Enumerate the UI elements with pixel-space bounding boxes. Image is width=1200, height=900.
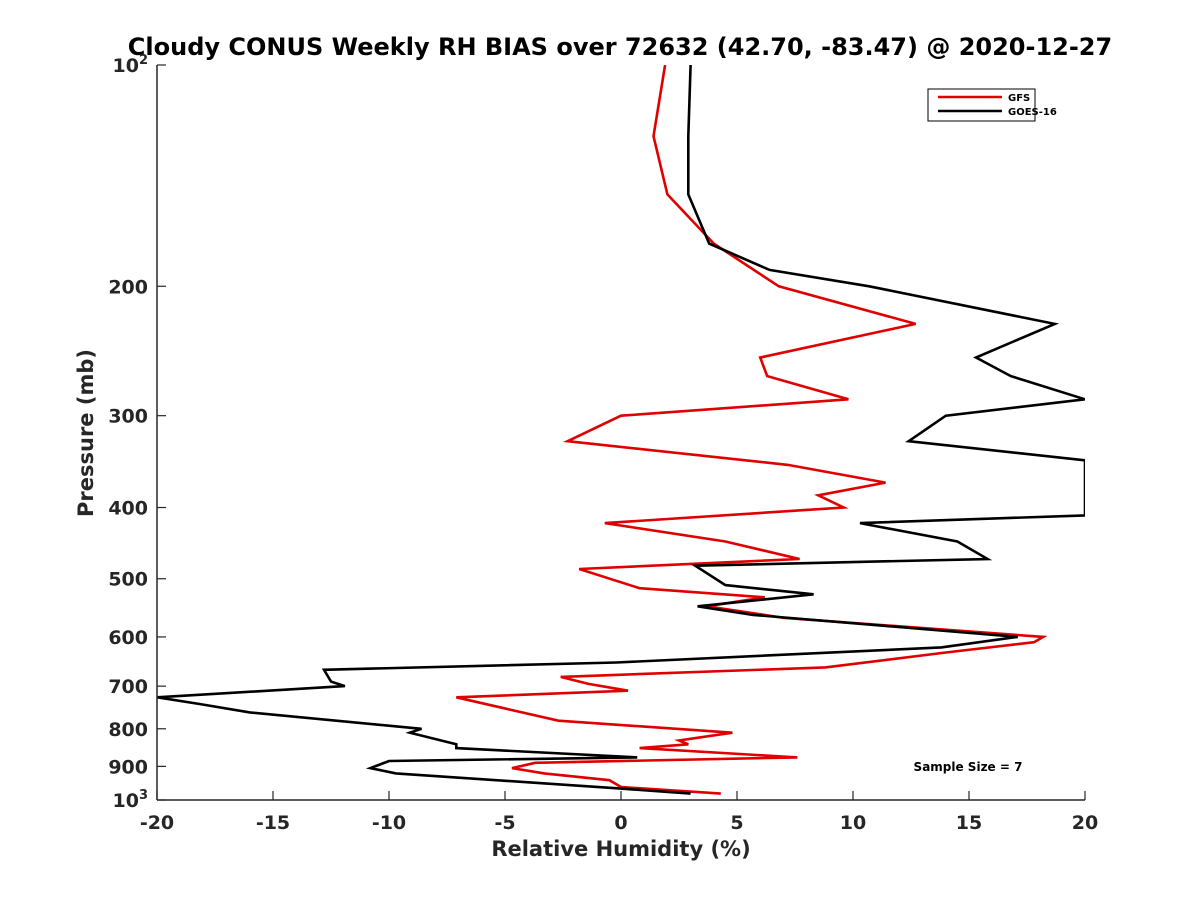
- y-tick-label: 103: [113, 788, 149, 812]
- chart-title: Cloudy CONUS Weekly RH BIAS over 72632 (…: [128, 33, 1112, 61]
- series-line-goes16: [157, 65, 1085, 795]
- x-tick-label: -20: [140, 812, 174, 834]
- y-tick-label: 900: [108, 756, 148, 778]
- x-tick-label: 20: [1072, 812, 1098, 834]
- x-tick-label: -10: [372, 812, 406, 834]
- y-tick-label: 102: [113, 53, 149, 77]
- legend: GFS GOES-16: [927, 88, 1057, 122]
- plot-area: -20 -15 -10 -5 0 5 10 15 20 102 200 300 400 500 600 700…: [108, 53, 1098, 834]
- series-line-gfs: [456, 65, 1048, 795]
- y-tick-label: 500: [108, 569, 148, 591]
- y-tick-label: 200: [108, 276, 148, 298]
- y-tick-label: 800: [108, 719, 148, 741]
- x-tick-label: 10: [840, 812, 866, 834]
- x-tick-label: 5: [730, 812, 743, 834]
- y-tick-label: 300: [108, 406, 148, 428]
- x-tick-label: -15: [256, 812, 290, 834]
- sample-size-annotation: Sample Size = 7: [914, 760, 1023, 774]
- y-axis-label: Pressure (mb): [74, 349, 98, 517]
- x-tick-label: 0: [614, 812, 627, 834]
- legend-box: [927, 88, 1036, 122]
- legend-label-gfs: GFS: [1008, 93, 1030, 104]
- x-axis-label: Relative Humidity (%): [491, 837, 750, 861]
- y-tick-label: 400: [108, 498, 148, 520]
- x-tick-label: -5: [494, 812, 515, 834]
- legend-label-goes16: GOES-16: [1008, 107, 1057, 118]
- y-tick-label: 600: [108, 627, 148, 649]
- x-tick-label: 15: [956, 812, 982, 834]
- y-tick-label: 700: [108, 676, 148, 698]
